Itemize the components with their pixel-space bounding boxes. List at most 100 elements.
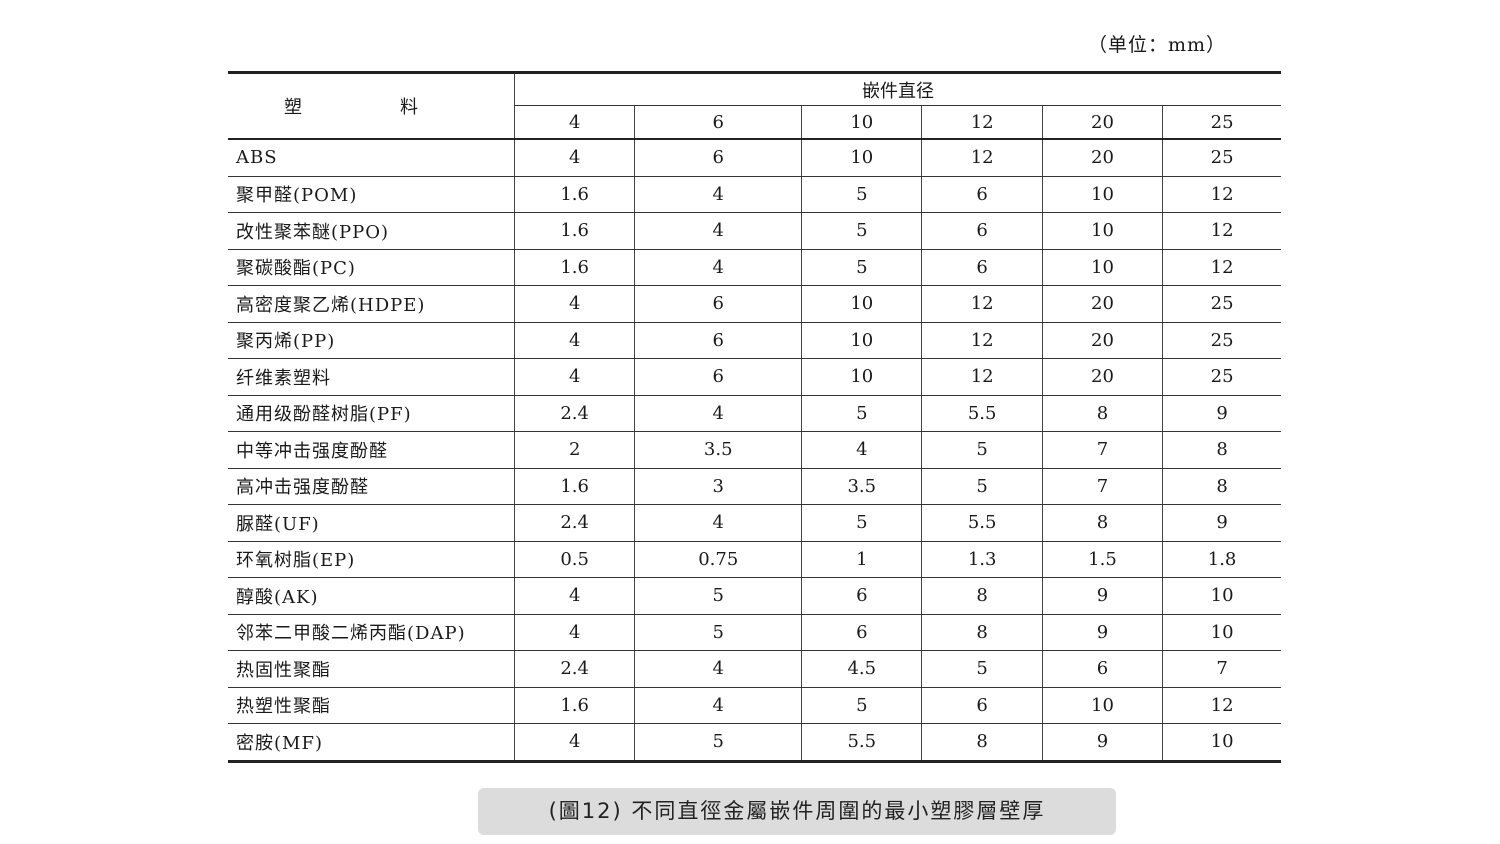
table-row: 聚碳酸酯(PC) 1.6 4 5 6 10 12 (228, 249, 1281, 286)
thickness-cell: 5 (634, 577, 802, 615)
material-name: ABS (228, 139, 515, 177)
wall-thickness-table: 塑 料 嵌件直径 4 6 10 12 20 25 ABS 4 6 10 12 20 25 聚甲醛(POM… (228, 71, 1281, 763)
thickness-cell: 6 (634, 285, 802, 323)
thickness-cell: 4 (634, 212, 802, 250)
thickness-cell: 1.6 (513, 468, 635, 505)
table-row: 密胺(MF) 4 5 5.5 8 9 10 (228, 723, 1281, 762)
thickness-cell: 25 (1162, 358, 1281, 396)
thickness-cell: 1.6 (513, 687, 635, 724)
table-body: ABS 4 6 10 12 20 25 聚甲醛(POM) 1.6 4 5 6 10 12 改性聚苯醚(PPO… (228, 139, 1281, 762)
diameter-header-cell: 4 (513, 105, 635, 140)
thickness-cell: 4 (801, 431, 922, 469)
thickness-cell: 6 (921, 176, 1043, 213)
thickness-cell: 4 (513, 285, 635, 323)
thickness-cell: 7 (1162, 650, 1281, 688)
thickness-cell: 6 (634, 358, 802, 396)
table-row: 纤维素塑料 4 6 10 12 20 25 (228, 358, 1281, 396)
thickness-cell: 5 (921, 650, 1043, 688)
thickness-cell: 12 (921, 358, 1043, 396)
thickness-cell: 4 (513, 322, 635, 359)
thickness-cell: 6 (801, 577, 922, 615)
thickness-cell: 8 (921, 723, 1043, 762)
thickness-cell: 8 (1041, 504, 1163, 542)
thickness-cell: 4 (634, 176, 802, 213)
table-row: 中等冲击强度酚醛 2 3.5 4 5 7 8 (228, 431, 1281, 469)
table-row: ABS 4 6 10 12 20 25 (228, 139, 1281, 177)
thickness-cell: 4 (634, 687, 802, 724)
thickness-cell: 4 (513, 139, 635, 177)
thickness-cell: 25 (1162, 139, 1281, 177)
table-row: 通用级酚醛树脂(PF) 2.4 4 5 5.5 8 9 (228, 395, 1281, 432)
material-name: 改性聚苯醚(PPO) (228, 212, 515, 250)
thickness-cell: 8 (1162, 431, 1281, 469)
thickness-cell: 10 (801, 358, 922, 396)
thickness-cell: 3.5 (634, 431, 802, 469)
diameter-header-cell: 10 (801, 105, 922, 140)
thickness-cell: 5 (634, 614, 802, 651)
thickness-cell: 8 (921, 614, 1043, 651)
diameter-header-cell: 12 (921, 105, 1043, 140)
thickness-cell: 12 (1162, 249, 1281, 286)
material-name: 邻苯二甲酸二烯丙酯(DAP) (228, 614, 515, 651)
thickness-cell: 1.5 (1041, 541, 1163, 578)
thickness-cell: 10 (1162, 723, 1281, 762)
table-row: 聚丙烯(PP) 4 6 10 12 20 25 (228, 322, 1281, 359)
diameter-header: 嵌件直径 (514, 72, 1281, 106)
thickness-cell: 10 (1162, 614, 1281, 651)
material-name: 聚碳酸酯(PC) (228, 249, 515, 286)
diameter-header-cell: 25 (1162, 105, 1281, 140)
thickness-cell: 3.5 (801, 468, 922, 505)
thickness-cell: 1 (801, 541, 922, 578)
table-row: 醇酸(AK) 4 5 6 8 9 10 (228, 577, 1281, 615)
thickness-cell: 8 (921, 577, 1043, 615)
diameter-header-cell: 6 (634, 105, 802, 140)
thickness-cell: 5.5 (921, 504, 1043, 542)
thickness-cell: 5 (634, 723, 802, 762)
thickness-cell: 5 (801, 395, 922, 432)
diameter-row: 4 6 10 12 20 25 (228, 105, 1281, 140)
thickness-cell: 10 (1162, 577, 1281, 615)
material-name: 环氧树脂(EP) (228, 541, 515, 578)
thickness-cell: 10 (1041, 212, 1163, 250)
header-row: 塑 料 嵌件直径 (228, 72, 1281, 140)
thickness-cell: 4 (513, 723, 635, 762)
thickness-cell: 5 (921, 431, 1043, 469)
thickness-cell: 25 (1162, 285, 1281, 323)
thickness-cell: 0.75 (634, 541, 802, 578)
thickness-cell: 12 (921, 285, 1043, 323)
thickness-cell: 1.6 (513, 176, 635, 213)
thickness-cell: 6 (921, 249, 1043, 286)
thickness-cell: 1.6 (513, 249, 635, 286)
thickness-cell: 20 (1041, 285, 1163, 323)
thickness-cell: 7 (1041, 431, 1163, 469)
material-name: 高冲击强度酚醛 (228, 468, 515, 505)
thickness-cell: 4 (513, 358, 635, 396)
thickness-cell: 10 (1041, 687, 1163, 724)
material-name: 醇酸(AK) (228, 577, 515, 615)
material-name: 中等冲击强度酚醛 (228, 431, 515, 469)
material-name: 脲醛(UF) (228, 504, 515, 542)
thickness-cell: 6 (1041, 650, 1163, 688)
thickness-cell: 25 (1162, 322, 1281, 359)
thickness-cell: 3 (634, 468, 802, 505)
table-row: 邻苯二甲酸二烯丙酯(DAP) 4 5 6 8 9 10 (228, 614, 1281, 651)
thickness-cell: 10 (1041, 176, 1163, 213)
thickness-cell: 5.5 (801, 723, 922, 762)
thickness-cell: 2.4 (513, 504, 635, 542)
thickness-cell: 2 (513, 431, 635, 469)
thickness-cell: 2.4 (513, 395, 635, 432)
thickness-cell: 4.5 (801, 650, 922, 688)
thickness-cell: 12 (1162, 176, 1281, 213)
thickness-cell: 10 (1041, 249, 1163, 286)
diameter-header-cell: 20 (1041, 105, 1163, 140)
table-row: 热固性聚酯 2.4 4 4.5 5 6 7 (228, 650, 1281, 688)
unit-label: （单位：mm） (1088, 34, 1227, 56)
table-row: 热塑性聚酯 1.6 4 5 6 10 12 (228, 687, 1281, 724)
thickness-cell: 5 (801, 176, 922, 213)
material-name: 热固性聚酯 (228, 650, 515, 688)
thickness-cell: 9 (1162, 395, 1281, 432)
thickness-cell: 5 (801, 249, 922, 286)
thickness-cell: 6 (634, 139, 802, 177)
figure-caption: (圖12) 不同直徑金屬嵌件周圍的最小塑膠層壁厚 (478, 788, 1116, 835)
thickness-cell: 20 (1041, 322, 1163, 359)
